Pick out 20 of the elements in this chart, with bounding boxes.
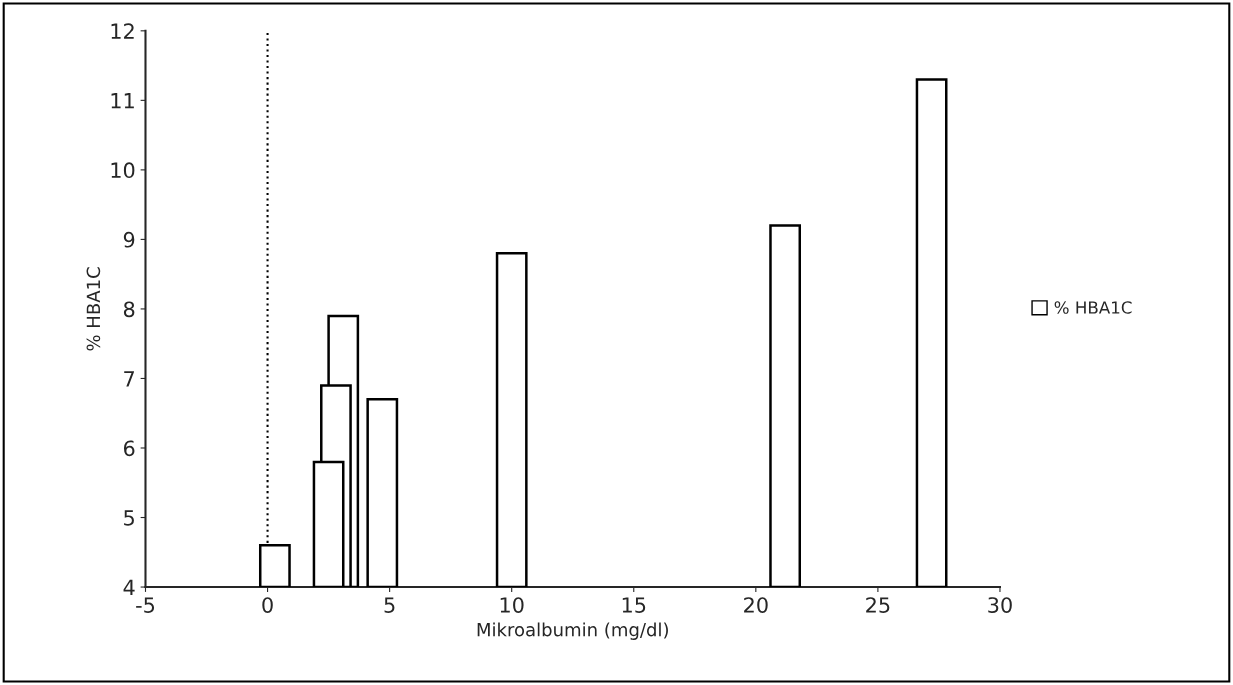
y-tick-label: 6 [123,440,135,457]
y-tick-label: 11 [111,93,134,109]
x-tick-label: 25 [866,597,890,613]
x-tick-label: -5 [136,597,155,613]
x-tick-label: 30 [988,597,1012,613]
y-tick-label: 9 [123,231,135,248]
x-tick-label: 15 [622,597,646,613]
legend-label: % HBA1C [1054,301,1132,314]
y-axis-title: % HBA1C [86,267,101,351]
x-tick-label: 20 [744,597,768,613]
y-tick-label: 12 [111,23,134,39]
y-tick-label: 8 [123,301,135,318]
x-tick-label: 0 [262,597,273,613]
x-tick-label: 5 [384,597,395,613]
y-tick-label: 4 [123,579,135,595]
y-tick-label: 5 [124,510,134,526]
x-tick-label: 10 [500,597,524,613]
y-tick-label: 7 [124,371,134,387]
x-axis-title: Mikroalbumin (mg/dl) [477,622,668,640]
y-tick-label: 10 [111,162,135,179]
